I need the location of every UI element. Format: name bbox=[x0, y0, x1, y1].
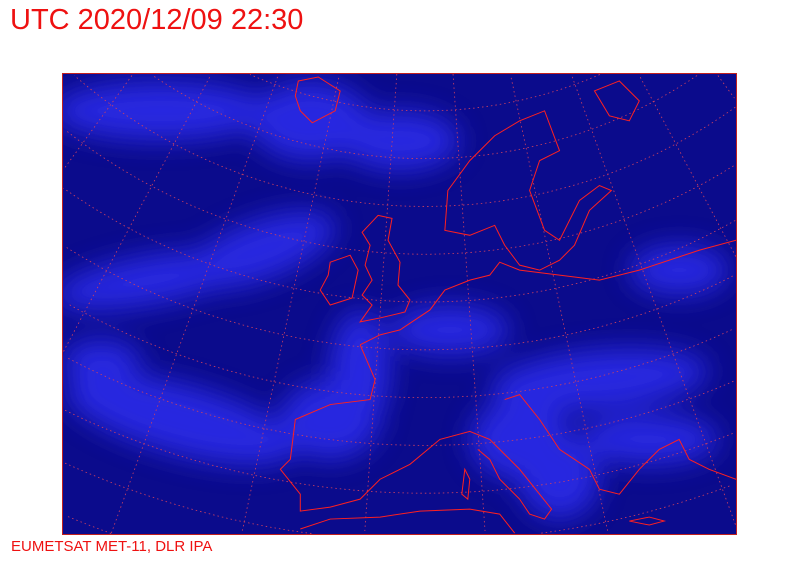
coastline-continent bbox=[359, 239, 736, 346]
coastline-finland bbox=[593, 80, 640, 122]
satellite-map[interactable] bbox=[62, 73, 737, 535]
cloud-layer bbox=[63, 80, 730, 520]
parallel-line bbox=[63, 187, 736, 303]
timestamp-title: UTC 2020/12/09 22:30 bbox=[10, 4, 304, 36]
parallel-line bbox=[66, 130, 734, 255]
parallel-line bbox=[67, 303, 732, 398]
meridian-line bbox=[452, 74, 486, 531]
coastline-britain bbox=[358, 214, 411, 323]
coastline-crete bbox=[629, 516, 667, 526]
coastline-scandinavia bbox=[444, 110, 613, 271]
coastline-iberia-france bbox=[279, 344, 553, 520]
coastline-ireland bbox=[319, 254, 359, 306]
source-credit: EUMETSAT MET-11, DLR IPA bbox=[11, 538, 213, 555]
coastline-balkans bbox=[504, 394, 736, 495]
parallel-line bbox=[249, 74, 600, 112]
meridian-line bbox=[717, 75, 735, 99]
coastlines bbox=[279, 76, 736, 534]
coastline-iceland bbox=[294, 76, 341, 124]
parallel-line bbox=[152, 75, 698, 160]
graticule-grid bbox=[63, 74, 736, 534]
coastline-corsica-sardinia bbox=[461, 467, 471, 501]
meridian-line bbox=[63, 75, 133, 170]
meridian-line bbox=[510, 77, 609, 534]
meridian-line bbox=[364, 74, 398, 531]
meridian-line bbox=[241, 77, 340, 534]
meridian-line bbox=[110, 76, 278, 534]
parallel-line bbox=[538, 485, 730, 534]
coastline-north-africa bbox=[300, 508, 516, 534]
